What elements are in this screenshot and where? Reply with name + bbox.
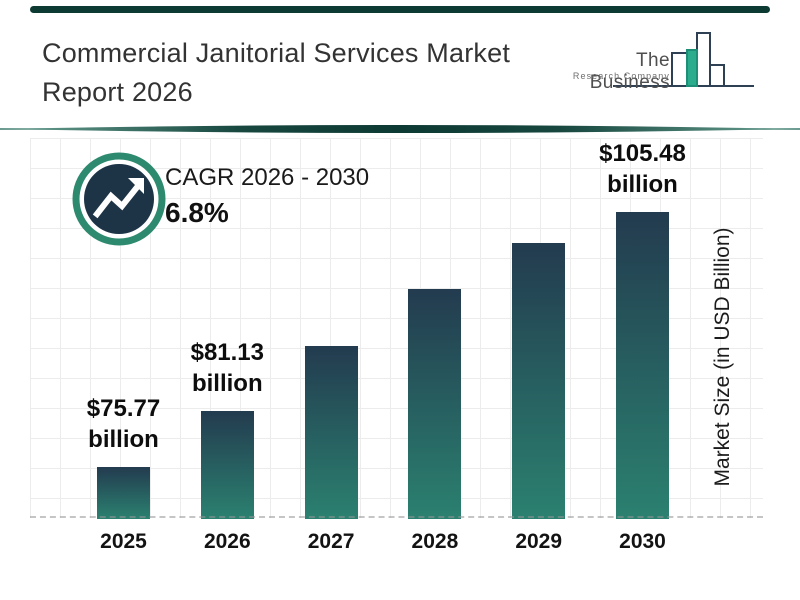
- x-tick-2027: 2027: [307, 530, 355, 553]
- value-label-2030: $105.48 billion: [599, 140, 686, 198]
- cagr-value: 6.8%: [165, 197, 229, 228]
- value-label-2025: $75.77 billion: [86, 395, 161, 453]
- bar-2025: [97, 467, 150, 519]
- trending-up-icon: [72, 152, 166, 246]
- x-tick-2030: 2030: [619, 530, 666, 553]
- bar-2029: [512, 243, 566, 519]
- bar-2027: [304, 346, 358, 519]
- page-title-line2: Report 2026: [42, 77, 193, 107]
- page-title-line1: Commercial Janitorial Services Market: [42, 38, 511, 68]
- x-tick-2028: 2028: [411, 530, 459, 553]
- x-tick-2029: 2029: [515, 530, 563, 553]
- x-tick-2025: 2025: [100, 530, 147, 553]
- y-axis-label: Market Size (in USD Billion): [711, 227, 734, 487]
- bar-2026: [200, 411, 254, 519]
- top-accent-band: [30, 6, 770, 13]
- logo-name: The Business: [589, 50, 670, 93]
- x-axis-baseline: [30, 516, 763, 518]
- page-title: Commercial Janitorial Services Market Re…: [42, 34, 510, 112]
- cagr-label: CAGR 2026 - 2030: [165, 164, 370, 191]
- company-logo: The Business Research Company: [558, 28, 770, 100]
- value-label-2026: $81.13 billion: [190, 339, 264, 397]
- bar-2028: [408, 289, 462, 519]
- logo-subname: Research Company: [572, 71, 670, 81]
- x-tick-2026: 2026: [203, 530, 251, 553]
- bar-2030: [616, 212, 669, 519]
- divider-lens: [0, 125, 800, 133]
- logo-skyline-icon: [613, 32, 754, 87]
